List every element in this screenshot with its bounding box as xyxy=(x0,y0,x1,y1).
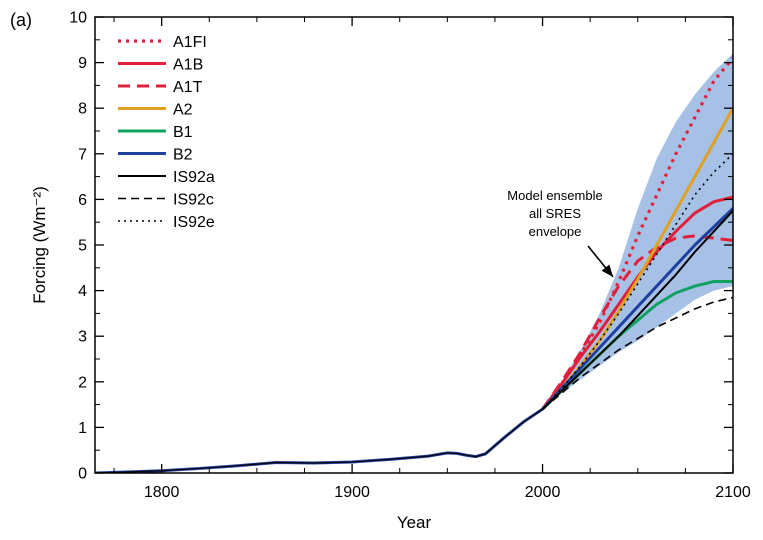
legend-label-b1: B1 xyxy=(173,124,193,141)
legend: A1FI A1B A1T A2 B1 B2 IS92a IS92c IS92e xyxy=(118,34,215,231)
y-tick-label: 4 xyxy=(78,283,87,300)
envelope-annotation: Model ensemble all SRES envelope xyxy=(507,188,614,278)
y-tick-label: 5 xyxy=(78,238,87,255)
x-tick-label: 2100 xyxy=(715,484,751,501)
legend-label-is92a: IS92a xyxy=(173,169,215,186)
panel-label: (a) xyxy=(10,10,32,30)
legend-label-a1fi: A1FI xyxy=(173,34,207,51)
legend-label-a1b: A1B xyxy=(173,57,203,74)
legend-label-b2: B2 xyxy=(173,147,193,164)
legend-label-a2: A2 xyxy=(173,102,193,119)
sres-envelope xyxy=(542,53,733,410)
series-line-b2 xyxy=(541,207,733,411)
series-line-is92c xyxy=(542,296,733,410)
y-tick-label: 8 xyxy=(78,101,87,118)
y-tick-label: 7 xyxy=(78,146,87,163)
y-tick-label: 2 xyxy=(78,374,87,391)
x-tick-label: 1800 xyxy=(144,484,180,501)
series-line-a1t xyxy=(541,234,733,411)
annotation-line: Model ensemble xyxy=(507,188,602,203)
x-tick-label: 2000 xyxy=(525,484,561,501)
historical-line xyxy=(95,408,543,473)
y-tick-label: 6 xyxy=(78,192,87,209)
y-tick-label: 10 xyxy=(69,10,87,27)
y-axis-title: Forcing (Wm⁻²) xyxy=(30,186,49,304)
x-tick-label: 1900 xyxy=(334,484,370,501)
y-tick-label: 0 xyxy=(78,466,87,483)
legend-label-is92c: IS92c xyxy=(173,192,214,209)
legend-label-is92e: IS92e xyxy=(173,214,215,231)
legend-label-a1t: A1T xyxy=(173,79,203,96)
series-line-is92a xyxy=(541,210,733,410)
y-tick-label: 3 xyxy=(78,329,87,346)
annotation-line: envelope xyxy=(529,224,582,239)
series-line-is92e xyxy=(541,153,733,410)
annotation-line: all SRES xyxy=(529,206,581,221)
x-axis-title: Year xyxy=(397,513,432,532)
annotation-arrowhead xyxy=(601,264,614,277)
y-tick-label: 1 xyxy=(78,420,87,437)
y-tick-label: 9 xyxy=(78,55,87,72)
